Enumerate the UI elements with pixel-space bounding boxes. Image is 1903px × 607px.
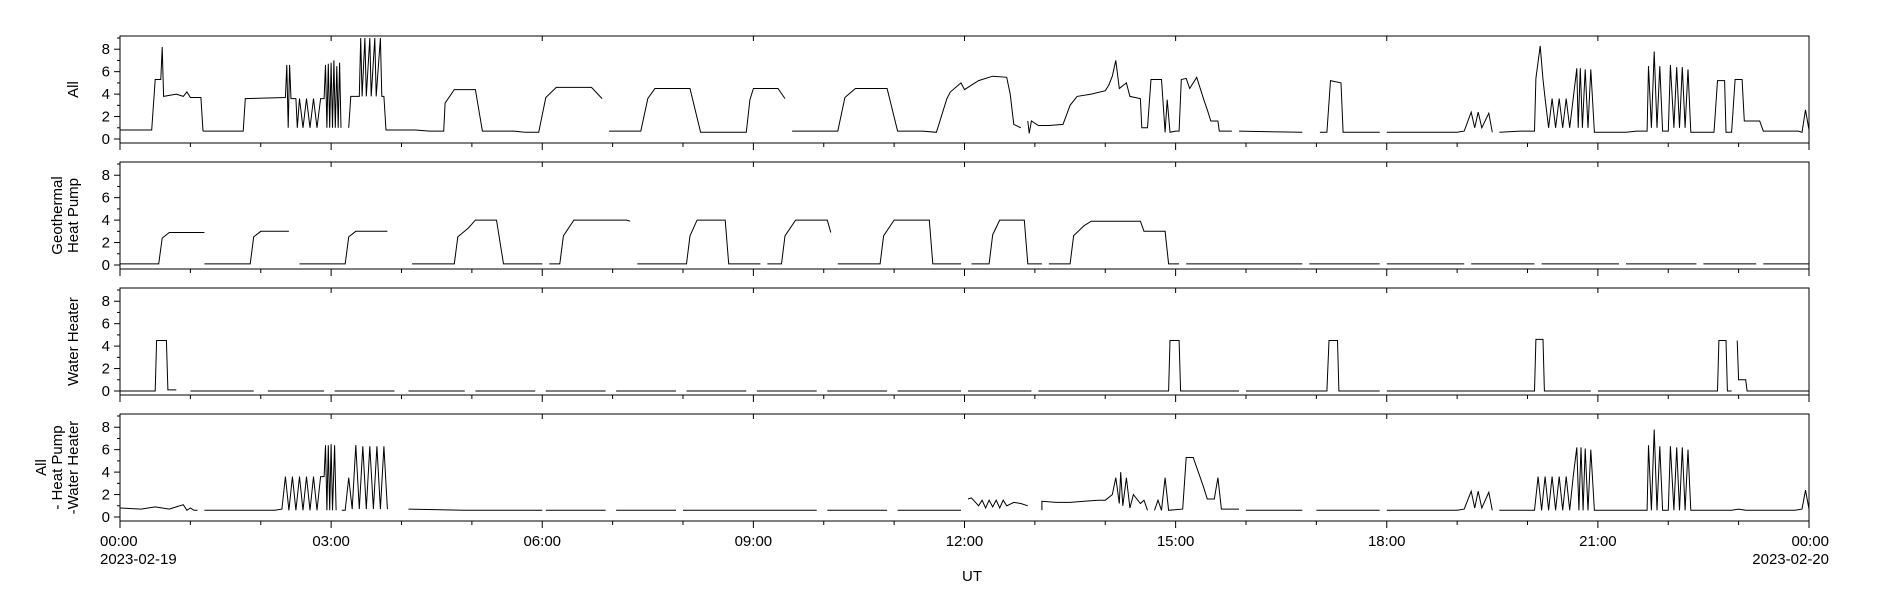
y-tick-label: 0 (102, 509, 110, 526)
series-segment (1246, 340, 1380, 392)
series-line (119, 429, 1810, 511)
series-segment (1499, 45, 1810, 133)
series-segment (120, 232, 205, 265)
series-segment (1027, 60, 1232, 134)
series-segment (967, 497, 1028, 510)
series-line (120, 338, 1809, 392)
panel-frame (119, 287, 1810, 396)
series-segment (971, 219, 1042, 265)
y-tick-label: 4 (102, 338, 110, 355)
series-segment (348, 37, 525, 133)
y-tick-label: 6 (102, 64, 110, 81)
x-tick-date-label: 2023-02-20 (1752, 551, 1829, 568)
x-tick-label: 21:00 (1579, 533, 1617, 550)
series-segment (120, 340, 177, 392)
series-segment (299, 230, 388, 265)
y-tick-label: 8 (102, 41, 110, 58)
panel-2: 0 2 4 6 8 Geothermal Heat Pump (49, 161, 1810, 276)
x-tick-label: 03:00 (312, 533, 350, 550)
y-tick-label: 8 (102, 167, 110, 184)
series-segment (837, 219, 961, 265)
y-tick-label: 0 (102, 131, 110, 148)
series-segment (524, 86, 603, 133)
y-axis-label: -Water Heater (65, 421, 82, 515)
series-segment (204, 444, 337, 511)
y-axis-label: All (33, 459, 50, 476)
y-tick-label: 8 (102, 293, 110, 310)
series-segment (1386, 338, 1591, 392)
x-tick-label: 09:00 (735, 533, 773, 550)
y-tick-label: 2 (102, 109, 110, 126)
x-tick-date-label: 2023-02-19 (100, 551, 177, 568)
y-tick-label: 6 (102, 442, 110, 459)
x-tick-label: 12:00 (946, 533, 984, 550)
y-axis-label: Heat Pump (65, 178, 82, 253)
series-segment (1038, 340, 1239, 392)
y-tick-label: 0 (102, 383, 110, 400)
chart-panels: 0 2 4 6 8 All 0 2 4 6 8 Geothermal Heat Pump 0 2 4 6 8 Wat… (33, 35, 1810, 528)
series-line (120, 219, 1809, 265)
series-segment (203, 60, 342, 132)
y-tick-label: 2 (102, 361, 110, 378)
panel-1: 0 2 4 6 8 All (65, 35, 1810, 150)
series-segment (1736, 340, 1809, 392)
y-axis-label: Water Heater (65, 297, 82, 386)
x-tick-label: 00:00 (100, 533, 138, 550)
x-tick-label: 00:00 (1791, 533, 1829, 550)
series-segment (549, 219, 631, 265)
series-segment (412, 219, 543, 265)
series-segment (1154, 457, 1239, 511)
series-segment (637, 219, 761, 265)
series-segment (120, 46, 204, 132)
series-segment (1386, 110, 1493, 133)
y-tick-label: 6 (102, 316, 110, 333)
series-segment (1319, 79, 1380, 133)
series-segment (1386, 489, 1493, 511)
panel-4: 0 2 4 6 8 All - Heat Pump -Water Heater (33, 413, 1810, 528)
series-segment (119, 504, 198, 511)
series-segment (1048, 220, 1180, 265)
series-segment (1499, 429, 1810, 511)
series-line (120, 37, 1810, 134)
x-tick-label: 18:00 (1368, 533, 1406, 550)
series-segment (204, 230, 289, 265)
series-segment (1041, 472, 1148, 511)
y-axis-label: - Heat Pump (49, 425, 66, 509)
series-segment (341, 445, 388, 511)
y-tick-label: 0 (102, 257, 110, 274)
x-tick-label: 06:00 (523, 533, 561, 550)
y-tick-label: 8 (102, 419, 110, 436)
series-segment (1597, 340, 1732, 392)
y-tick-label: 2 (102, 487, 110, 504)
series-segment (1238, 130, 1303, 133)
panel-3: 0 2 4 6 8 Water Heater (65, 287, 1810, 402)
y-tick-label: 4 (102, 464, 110, 481)
series-segment (767, 219, 832, 265)
panel-frame (119, 161, 1810, 270)
y-axis-label: All (65, 81, 82, 98)
x-tick-label: 15:00 (1157, 533, 1195, 550)
x-axis-label: UT (962, 568, 982, 585)
series-segment (609, 88, 786, 133)
series-segment (792, 75, 1022, 133)
y-tick-label: 6 (102, 190, 110, 207)
series-segment (408, 508, 543, 511)
y-tick-label: 4 (102, 86, 110, 103)
y-tick-label: 2 (102, 235, 110, 252)
y-axis-label: Geothermal (49, 176, 66, 254)
y-tick-label: 4 (102, 212, 110, 229)
